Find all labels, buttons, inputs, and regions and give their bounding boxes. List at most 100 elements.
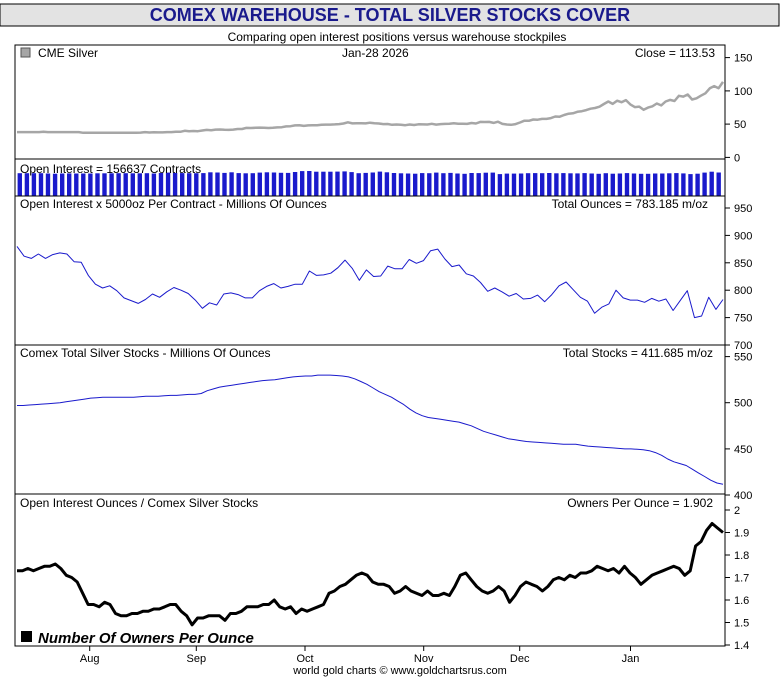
open-interest-bar [653, 173, 658, 196]
open-interest-bar [667, 173, 672, 196]
open-interest-bar [342, 171, 347, 196]
owners-ytick-label: 1.9 [734, 528, 749, 540]
x-tick-label: Dec [510, 653, 530, 665]
open-interest-bar [60, 173, 65, 196]
oi-ounces-ytick-label: 700 [734, 340, 752, 352]
open-interest-bar [624, 173, 630, 196]
open-interest-bar [144, 173, 150, 196]
open-interest-bar [243, 173, 248, 196]
open-interest-bar [377, 171, 383, 196]
open-interest-bar [31, 173, 37, 196]
open-interest-bar [67, 173, 72, 196]
footer-credit: world gold charts © www.goldchartsrus.co… [292, 665, 507, 677]
open-interest-bar [52, 173, 58, 196]
open-interest-bar [201, 173, 206, 196]
open-interest-bar [674, 173, 679, 196]
open-interest-bar [81, 173, 86, 196]
owners-legend-swatch [21, 631, 32, 642]
open-interest-bar [455, 173, 460, 196]
open-interest-bar [617, 173, 623, 196]
price-ytick-label: 100 [734, 86, 752, 98]
open-interest-bar [363, 172, 368, 196]
open-interest-bar [45, 173, 51, 196]
panel-price: CME Silver Jan-28 2026 Close = 113.53 0 5… [14, 44, 752, 164]
open-interest-bar [688, 174, 693, 196]
open-interest-bar [215, 172, 220, 196]
open-interest-bar [321, 171, 326, 196]
open-interest-bar [88, 173, 93, 196]
open-interest-bar [123, 173, 128, 196]
oi-ounces-marks: 700 750 800 850 900 950 [16, 203, 752, 352]
x-tick-label: Aug [80, 653, 100, 665]
open-interest-bar [511, 173, 517, 196]
open-interest-bar [165, 172, 171, 196]
open-interest-bar [405, 173, 411, 196]
x-tick-label: Oct [296, 653, 313, 665]
open-interest-bar [187, 173, 192, 196]
total-ounces-readout: Total Ounces = 783.185 m/oz [552, 197, 708, 211]
owners-ytick-label: 2 [734, 505, 740, 517]
comex-stocks-ytick-label: 400 [734, 490, 752, 502]
chart-title: COMEX WAREHOUSE - TOTAL SILVER STOCKS CO… [150, 5, 630, 25]
open-interest-bar [589, 173, 594, 196]
open-interest-bar [370, 172, 375, 196]
panel-owners: Open Interest Ounces / Comex Silver Stoc… [14, 493, 749, 652]
open-interest-bar [130, 173, 135, 196]
open-interest-bar [469, 173, 474, 196]
open-interest-bar [384, 172, 390, 196]
open-interest-bar [278, 172, 284, 196]
open-interest-label: Open Interest = 156637 Contracts [20, 162, 201, 176]
comex-stocks-line [17, 374, 724, 485]
open-interest-bar [490, 172, 495, 196]
comex-stocks-ytick-label: 500 [734, 398, 752, 410]
owners-marks: 1.4 1.5 1.6 1.7 1.8 1.9 2 [17, 505, 749, 652]
open-interest-bar [660, 173, 665, 196]
owners-readout: Owners Per Ounce = 1.902 [567, 496, 713, 510]
owners-legend: Number Of Owners Per Ounce [38, 630, 254, 647]
open-interest-bar [497, 174, 503, 196]
open-interest-bar [575, 173, 580, 196]
open-interest-bar [109, 173, 114, 196]
price-ytick-label: 0 [734, 152, 740, 164]
open-interest-bar [151, 173, 157, 196]
open-interest-bar [681, 173, 686, 196]
open-interest-bar [314, 171, 319, 196]
open-interest-bar [448, 172, 453, 196]
open-interest-bar [702, 172, 707, 196]
oi-ounces-line [16, 246, 724, 319]
open-interest-bar [441, 173, 446, 196]
open-interest-bar [250, 173, 255, 196]
panel-owners-frame [14, 493, 726, 647]
open-interest-bar [504, 173, 510, 196]
comex-stocks-ytick-label: 450 [734, 444, 752, 456]
open-interest-bar [17, 173, 22, 196]
panel-open-interest: Open Interest = 156637 Contracts [14, 158, 726, 197]
title-bar [0, 3, 780, 27]
price-close-readout: Close = 113.53 [635, 46, 715, 60]
open-interest-bar [74, 173, 79, 196]
x-axis: Aug Sep Oct Nov Dec Jan [80, 646, 639, 665]
panel-oi-ounces: Open Interest x 5000oz Per Contract - Mi… [14, 195, 752, 352]
open-interest-bar [158, 173, 164, 196]
open-interest-bar [194, 173, 199, 196]
oi-ounces-label: Open Interest x 5000oz Per Contract - Mi… [20, 197, 327, 211]
panel-comex-stocks: Comex Total Silver Stocks - Millions Of … [14, 344, 752, 502]
open-interest-bar [596, 173, 601, 196]
comex-stocks-marks: 400 450 500 550 [17, 352, 752, 502]
owners-ytick-label: 1.4 [734, 640, 749, 652]
panel-oi-ounces-frame [14, 195, 726, 346]
open-interest-bar [208, 172, 213, 196]
open-interest-bar [335, 171, 340, 196]
open-interest-bar [292, 172, 298, 196]
open-interest-bar [137, 173, 142, 196]
open-interest-bar [434, 172, 439, 196]
price-ytick-label: 150 [734, 53, 752, 65]
open-interest-bar [645, 173, 651, 196]
open-interest-bar [285, 172, 291, 196]
owners-label: Open Interest Ounces / Comex Silver Stoc… [20, 496, 258, 510]
open-interest-bar [391, 173, 397, 196]
open-interest-bar [222, 172, 227, 196]
open-interest-bar [568, 173, 573, 196]
open-interest-bar [349, 172, 354, 196]
open-interest-bar [518, 173, 524, 196]
